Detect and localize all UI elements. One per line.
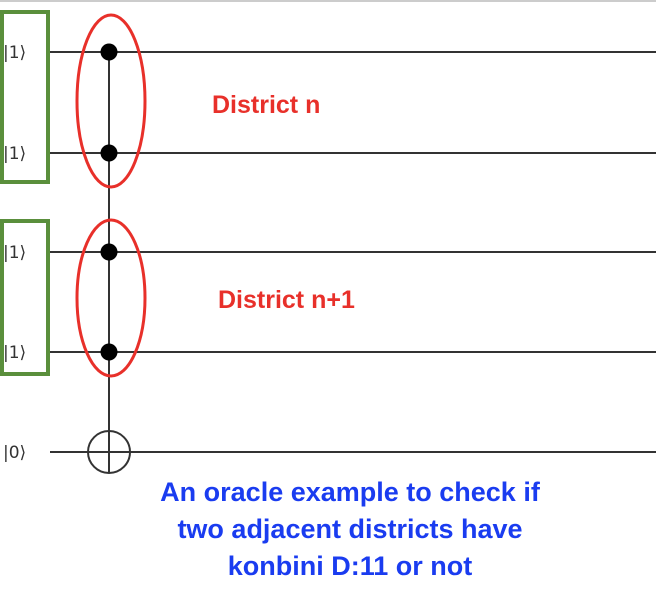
control-dot-1: [100, 43, 118, 61]
control-dot-3: [100, 243, 118, 261]
qubit-wires: [50, 51, 656, 453]
control-dot-2: [100, 144, 118, 162]
caption-line-2: two adjacent districts have: [177, 514, 523, 544]
ket-labels: |1⟩ |1⟩ |1⟩ |1⟩ |0⟩: [3, 43, 26, 463]
caption: An oracle example to check if two adjace…: [0, 474, 656, 585]
multi-controlled-not-gate: [87, 43, 131, 474]
district-n-plus-1-highlight: [75, 218, 147, 378]
ket-label-3: |1⟩: [3, 243, 26, 263]
district-n-plus-1-input-box: [0, 219, 50, 376]
district-n-label: District n: [212, 91, 320, 119]
district-n-plus-1-label: District n+1: [218, 286, 355, 314]
ket-label-1: |1⟩: [3, 43, 26, 63]
ket-label-5: |0⟩: [3, 443, 26, 463]
control-dot-4: [100, 343, 118, 361]
district-n-highlight: [75, 13, 147, 189]
ket-label-2: |1⟩: [3, 144, 26, 164]
ket-label-4: |1⟩: [3, 343, 26, 363]
caption-line-1: An oracle example to check if: [160, 477, 540, 507]
caption-line-3: konbini D:11 or not: [227, 551, 473, 581]
district-n-input-box: [0, 10, 50, 184]
